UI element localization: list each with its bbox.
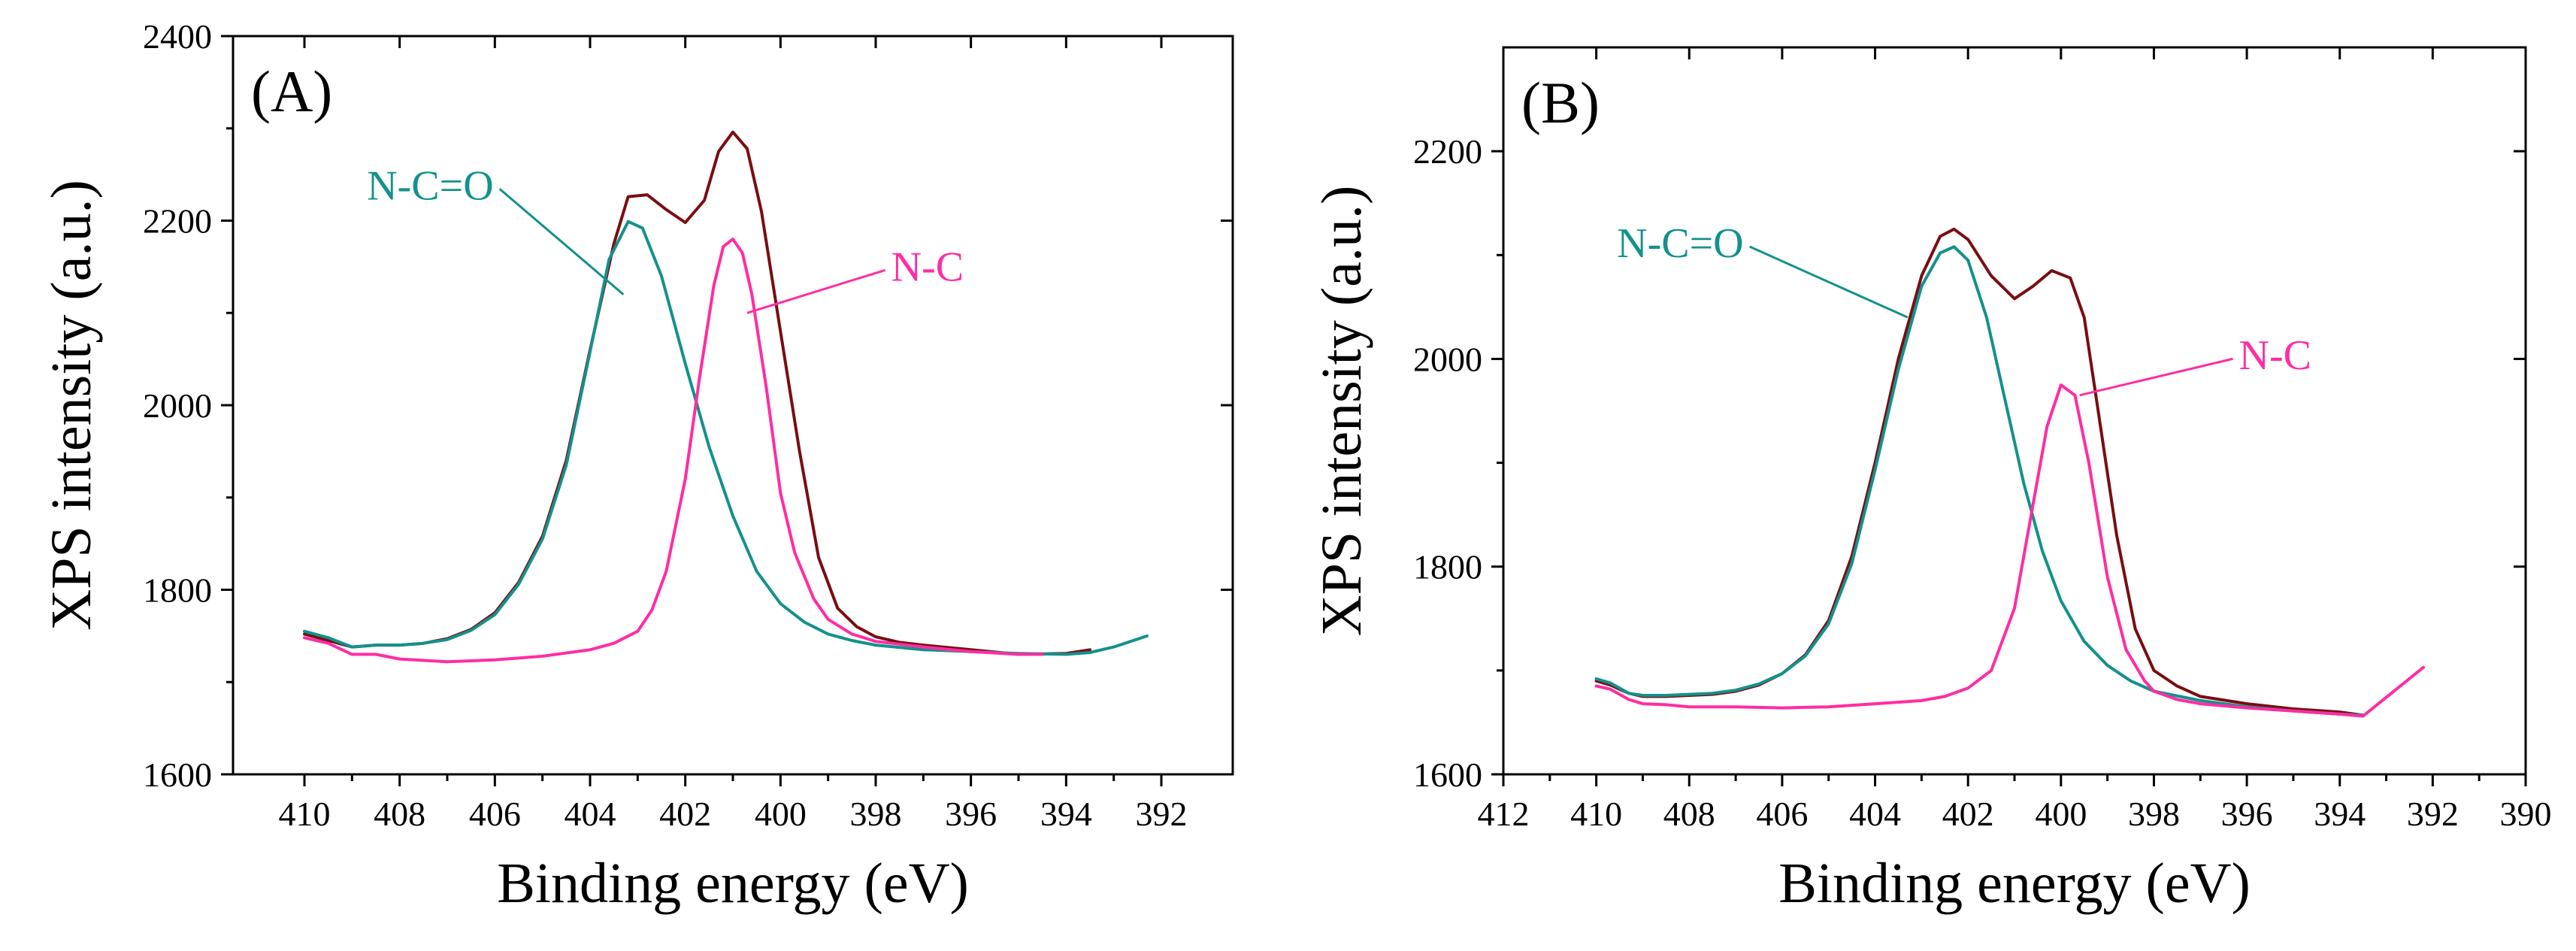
y-axis-title: XPS intensity (a.u.) — [1310, 186, 1373, 637]
series-line-total — [1594, 227, 2365, 717]
x-tick-label: 400 — [755, 795, 807, 833]
series-line-n-c — [1594, 383, 2425, 718]
x-tick-label: 402 — [659, 795, 711, 833]
y-tick-label: 2000 — [143, 386, 212, 425]
x-tick-label: 398 — [850, 795, 902, 833]
y-tick-label: 1600 — [143, 756, 212, 794]
y-tick-label: 1800 — [1413, 548, 1482, 586]
y-tick-label: 2200 — [1413, 132, 1482, 171]
x-tick-label: 400 — [2035, 795, 2087, 833]
x-tick-label: 394 — [2314, 795, 2366, 833]
annotation-leader-line — [2079, 357, 2233, 397]
panel-label-b: (B) — [1521, 70, 1600, 135]
annotation-label: N-C — [2239, 332, 2311, 379]
x-tick-label: 392 — [1136, 795, 1188, 833]
plot-frame-b — [1502, 46, 2527, 776]
panel-a-chart: 410 408 406 404 402 400 398 396 394 392 1600 1800 20… — [40, 17, 1234, 915]
annotation-label: N-C — [891, 244, 964, 290]
x-tick-label: 406 — [1756, 795, 1808, 833]
x-tick-label: 396 — [945, 795, 997, 833]
x-tick-label: 394 — [1040, 795, 1092, 833]
x-tick-label: 404 — [1849, 795, 1901, 833]
y-tick-label: 2200 — [143, 202, 212, 241]
x-tick-label: 404 — [565, 795, 616, 833]
y-tick-label: 1800 — [143, 571, 212, 610]
x-tick-label: 402 — [1942, 795, 1994, 833]
series-line-n-c-o — [1594, 245, 2365, 717]
annotation-leader-line — [746, 268, 886, 314]
annotation-label: N-C=O — [1617, 220, 1743, 267]
panel-label-a: (A) — [251, 59, 332, 124]
annotation-leader-line — [1749, 245, 1909, 319]
series-line-n-c — [303, 238, 1044, 664]
x-tick-label: 398 — [2128, 795, 2180, 833]
x-tick-label: 406 — [469, 795, 521, 833]
plot-frame-a — [232, 35, 1234, 776]
y-tick-label: 2400 — [143, 17, 212, 56]
x-tick-label: 392 — [2407, 795, 2459, 833]
x-axis-title: Binding energy (eV) — [1778, 852, 2251, 915]
x-tick-label: 408 — [374, 795, 425, 833]
y-tick-label: 2000 — [1413, 340, 1482, 378]
x-tick-label: 410 — [1570, 795, 1622, 833]
x-tick-label: 412 — [1478, 795, 1530, 833]
x-tick-label: 390 — [2500, 795, 2552, 833]
y-tick-label: 1600 — [1413, 756, 1482, 794]
annotation-leader-line — [498, 188, 625, 295]
series-line-n-c-o — [303, 220, 1149, 656]
panel-b-chart: 412 410 408 406 404 402 400 398 396 394 392 390 1600… — [1310, 46, 2552, 915]
annotation-label: N-C=O — [367, 162, 493, 209]
x-tick-label: 410 — [279, 795, 331, 833]
x-axis-title: Binding energy (eV) — [497, 852, 969, 915]
x-tick-label: 396 — [2221, 795, 2273, 833]
x-tick-label: 408 — [1663, 795, 1715, 833]
y-axis-title: XPS intensity (a.u.) — [40, 180, 103, 631]
